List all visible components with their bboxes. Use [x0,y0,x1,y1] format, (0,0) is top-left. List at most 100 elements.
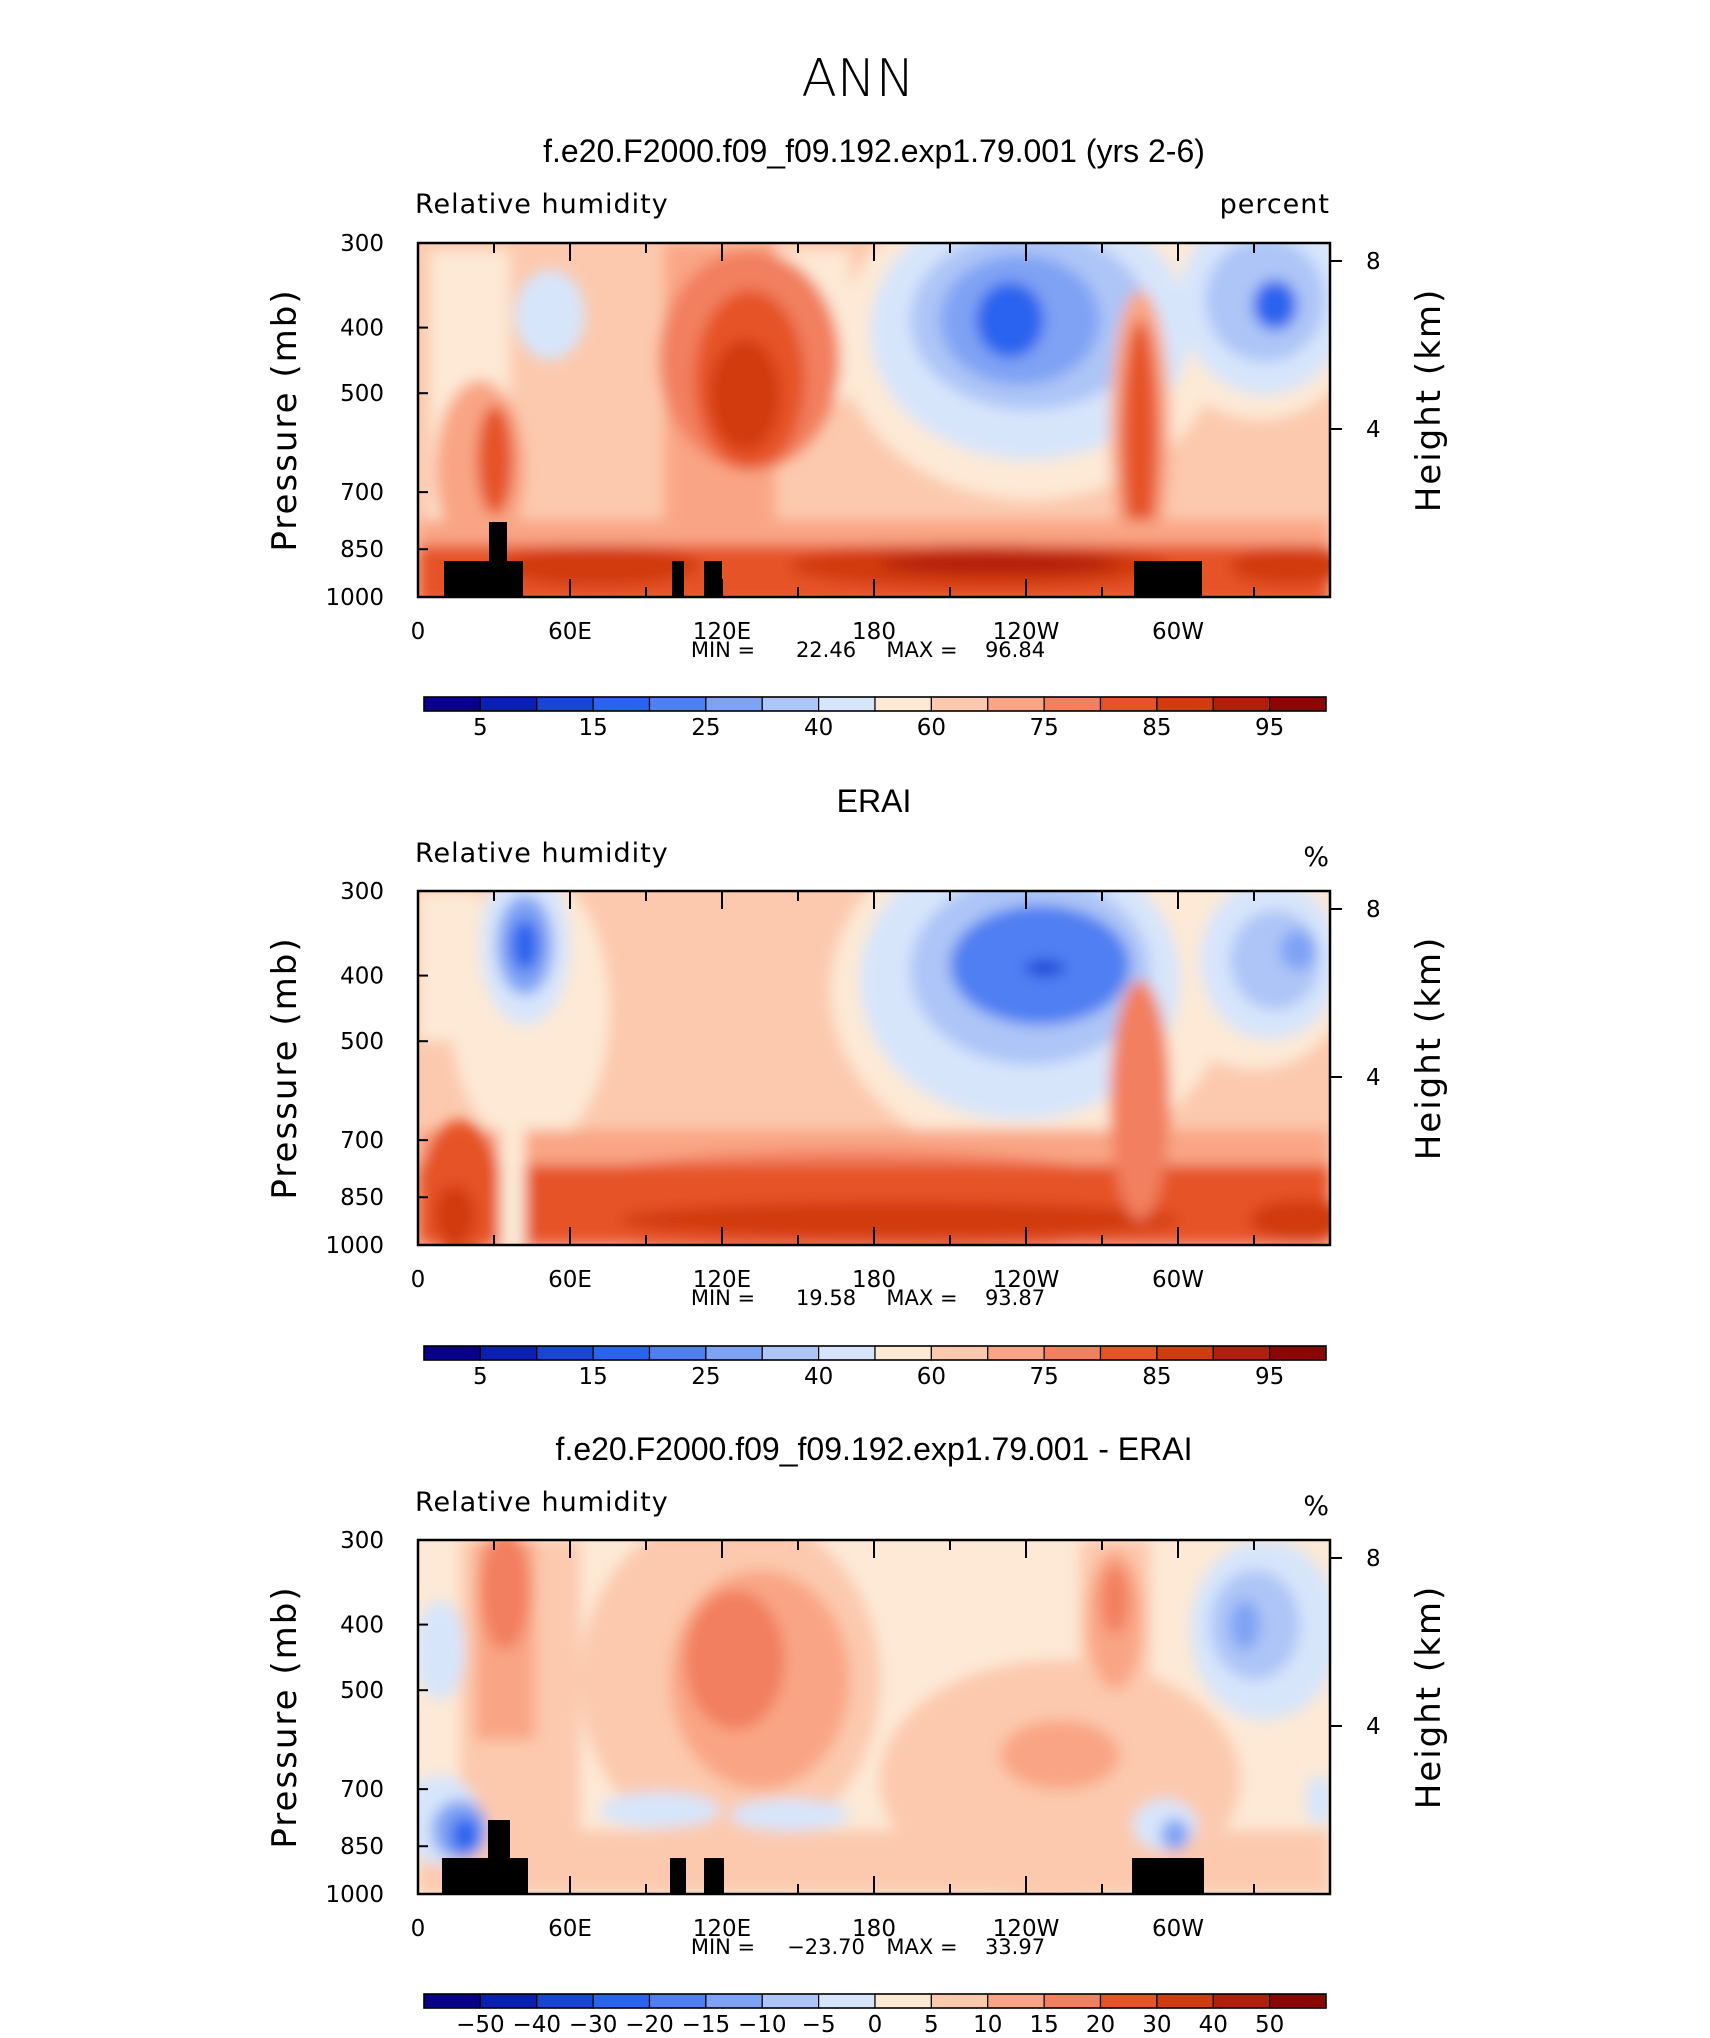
y-tick-label: 1000 [325,1233,384,1259]
colorbar-label: 0 [868,2012,883,2038]
y-tick-label: 400 [340,964,384,990]
colorbar-swatch [592,1345,651,1361]
y-tick-label: 1000 [325,1882,384,1908]
colorbar-label: 95 [1255,1364,1284,1390]
colorbar: 5 15 25 40 60 75 85 95 [423,1345,1327,1390]
colorbar-swatch [648,1993,707,2009]
topography-mask [444,522,1202,597]
y-tick-label: 300 [340,879,384,905]
stat-min: 22.46 [796,638,856,662]
colorbar-swatch [1156,1993,1214,2009]
colorbar-swatch [1156,1345,1214,1361]
colorbar-swatch [536,1345,594,1361]
colorbar-swatch [930,1345,989,1361]
panel-erai: ERAI Relative humidity % [265,783,1449,1310]
stat-max: 96.84 [985,638,1045,662]
y-tick-label: 850 [340,537,384,563]
colorbar-swatch [1043,696,1102,712]
x-tick-label: 60E [548,1916,592,1942]
colorbar-swatch [648,1345,707,1361]
colorbar-label: 25 [691,1364,720,1390]
colorbar-swatch [479,1993,538,2009]
colorbar-label: −30 [569,2012,618,2038]
colorbar-swatch [1269,696,1327,712]
colorbar-label: 85 [1142,715,1171,741]
x-tick-label: 0 [411,619,426,645]
topography-mask [442,1820,1204,1894]
colorbar: 5 15 25 40 60 75 85 95 [423,696,1327,741]
y-tick-label: 300 [340,231,384,257]
y2-tick-label: 4 [1366,1714,1381,1740]
y2-tick-label: 8 [1366,249,1381,275]
y-axis-label: Pressure (mb) [265,936,305,1199]
y2-tick-label: 8 [1366,1546,1381,1572]
colorbar-swatch [1212,1345,1271,1361]
colorbar-swatch [987,1345,1045,1361]
y-tick-label: 400 [340,1613,384,1639]
colorbar-label: 75 [1029,1364,1058,1390]
colorbar-swatch [818,696,876,712]
colorbar-label: 25 [691,715,720,741]
colorbar-swatch [818,1345,876,1361]
colorbar-label: −10 [738,2012,787,2038]
stat-min: −23.70 [787,1935,865,1959]
colorbar-label: 5 [473,1364,488,1390]
colorbar-swatch [930,696,989,712]
colorbar-swatch [705,696,763,712]
stat-max-label: MAX = [886,638,957,662]
colorbar-swatch [1156,696,1214,712]
units-label: % [1303,1491,1330,1522]
colorbar-swatch [1212,696,1271,712]
y-tick-label: 500 [340,1029,384,1055]
y-tick-label: 400 [340,316,384,342]
y-tick-label: 1000 [325,585,384,611]
stat-min-label: MIN = [691,1935,755,1959]
x-tick-label: 120W [993,1916,1060,1942]
x-tick-label: 120W [993,1267,1060,1293]
colorbar-swatch [479,1345,538,1361]
colorbar-label: 15 [1029,2012,1058,2038]
colorbar-swatch [874,1345,932,1361]
x-tick-label: 60E [548,1267,592,1293]
y-tick-label: 300 [340,1528,384,1554]
y-tick-label: 850 [340,1834,384,1860]
x-tick-label: 120E [693,619,751,645]
panel-difference: f.e20.F2000.f09_f09.192.exp1.79.001 - ER… [265,1431,1449,1959]
colorbar-label: 5 [924,2012,939,2038]
units-label: percent [1220,189,1330,220]
colorbar-label: 50 [1255,2012,1284,2038]
variable-label: Relative humidity [415,189,669,220]
colorbar-swatch [761,1993,820,2009]
y2-axis-label: Height (km) [1409,1585,1449,1810]
colorbar-swatch [930,1993,989,2009]
colorbar-label: 15 [578,1364,607,1390]
stat-max: 93.87 [985,1286,1045,1310]
y2-tick-label: 8 [1366,897,1381,923]
colorbar-swatch [987,1993,1045,2009]
colorbar-label: 10 [973,2012,1002,2038]
y-tick-label: 700 [340,480,384,506]
colorbar-swatch [536,1993,594,2009]
colorbar: −50 −40 −30 −20 −15 −10 −5 0 5 10 15 20 30 40 50 [423,1993,1327,2038]
units-label: % [1303,842,1330,873]
variable-label: Relative humidity [415,838,669,869]
x-tick-label: 60W [1152,619,1204,645]
colorbar-swatch [987,696,1045,712]
y-tick-label: 500 [340,381,384,407]
y-axis-label: Pressure (mb) [265,288,305,551]
x-tick-label: 180 [852,619,896,645]
colorbar-label: −5 [802,2012,836,2038]
y2-axis-label: Height (km) [1409,936,1449,1161]
colorbar-swatch [536,696,594,712]
x-tick-label: 60W [1152,1916,1204,1942]
colorbar-swatch [479,696,538,712]
colorbar-label: 30 [1142,2012,1171,2038]
y2-tick-label: 4 [1366,417,1381,443]
y2-axis-label: Height (km) [1409,288,1449,513]
colorbar-swatch [423,1345,481,1361]
colorbar-swatch [874,696,932,712]
contour-field [418,1540,1330,1894]
x-tick-label: 120E [693,1916,751,1942]
colorbar-label: 95 [1255,715,1284,741]
